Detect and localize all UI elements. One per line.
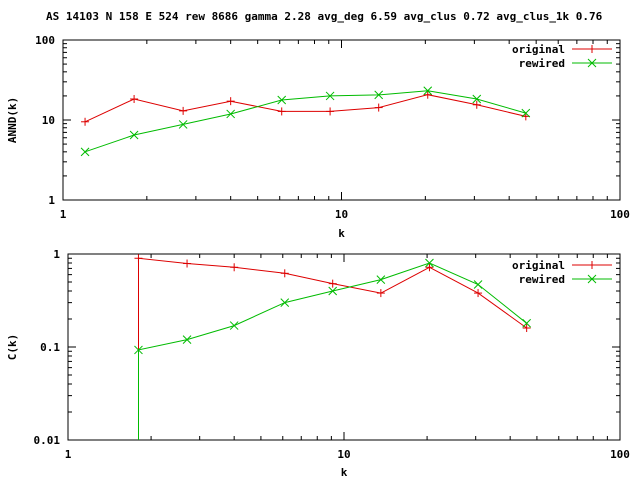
marker-stroke bbox=[328, 286, 338, 296]
data-point-original bbox=[423, 90, 432, 99]
x-axis-label: k bbox=[338, 227, 345, 240]
legend-label-original: original bbox=[512, 43, 565, 56]
x-tick-label: 10 bbox=[335, 208, 348, 221]
data-point-rewired bbox=[374, 90, 384, 100]
data-point-rewired bbox=[473, 280, 483, 289]
data-point-rewired bbox=[521, 108, 531, 118]
marker-stroke bbox=[521, 108, 531, 118]
marker-stroke bbox=[229, 321, 239, 330]
marker-stroke bbox=[473, 280, 483, 289]
marker-stroke bbox=[423, 86, 433, 96]
data-point-rewired bbox=[280, 298, 290, 307]
y-tick-label: 100 bbox=[35, 34, 55, 47]
marker-stroke bbox=[280, 298, 290, 307]
data-point-original bbox=[280, 269, 289, 278]
marker-stroke bbox=[376, 275, 386, 284]
series-line-rewired bbox=[84, 90, 526, 153]
series-line-original bbox=[84, 94, 526, 123]
data-point-original bbox=[522, 324, 531, 333]
x-tick-label: 1 bbox=[65, 448, 72, 461]
marker-stroke bbox=[129, 130, 139, 140]
y-axis-label: ANND(k) bbox=[6, 97, 19, 143]
data-point-rewired bbox=[472, 94, 482, 104]
marker-stroke bbox=[80, 147, 90, 157]
data-point-rewired bbox=[425, 258, 434, 268]
y-tick-label: 10 bbox=[42, 114, 55, 127]
marker-stroke bbox=[425, 258, 434, 268]
x-tick-label: 1 bbox=[60, 208, 67, 221]
marker-stroke bbox=[182, 335, 192, 344]
data-point-original bbox=[472, 100, 481, 109]
data-point-original bbox=[130, 95, 139, 104]
data-point-rewired bbox=[277, 95, 287, 105]
legend-label-rewired: rewired bbox=[519, 57, 565, 70]
x-tick-label: 100 bbox=[610, 208, 630, 221]
y-axis-label: C(k) bbox=[6, 334, 19, 361]
data-point-original bbox=[376, 289, 385, 298]
data-point-rewired bbox=[328, 286, 338, 296]
data-point-original bbox=[179, 106, 188, 115]
data-point-original bbox=[81, 117, 90, 126]
legend-label-original: original bbox=[512, 259, 565, 272]
data-point-original bbox=[226, 97, 235, 106]
data-point-original bbox=[277, 107, 286, 116]
data-point-rewired bbox=[80, 147, 90, 157]
data-point-original bbox=[425, 263, 434, 272]
data-point-rewired bbox=[226, 109, 236, 119]
y-tick-label: 0.1 bbox=[40, 341, 60, 354]
data-point-rewired bbox=[129, 130, 139, 140]
legend-marker-rewired bbox=[587, 58, 597, 68]
data-point-original bbox=[328, 279, 337, 288]
data-point-original bbox=[374, 103, 383, 112]
series-line-original bbox=[138, 257, 527, 440]
data-point-original bbox=[230, 263, 239, 272]
data-point-rewired bbox=[423, 86, 433, 96]
x-axis-label: k bbox=[341, 466, 348, 479]
legend-label-rewired: rewired bbox=[519, 273, 565, 286]
x-tick-label: 100 bbox=[610, 448, 630, 461]
data-point-original bbox=[326, 107, 335, 116]
marker-stroke bbox=[374, 90, 384, 100]
y-tick-label: 0.01 bbox=[34, 434, 61, 447]
data-point-rewired bbox=[325, 91, 335, 101]
data-point-original bbox=[134, 254, 143, 263]
data-point-rewired bbox=[178, 120, 188, 129]
y-tick-label: 1 bbox=[48, 194, 55, 207]
data-point-rewired bbox=[376, 275, 386, 284]
marker-stroke bbox=[522, 318, 532, 328]
data-point-original bbox=[183, 259, 192, 268]
y-tick-label: 1 bbox=[53, 248, 60, 261]
data-point-rewired bbox=[229, 321, 239, 330]
series-line-rewired bbox=[138, 262, 528, 440]
x-tick-label: 10 bbox=[337, 448, 350, 461]
marker-stroke bbox=[325, 91, 335, 101]
marker-stroke bbox=[178, 120, 188, 129]
data-point-rewired bbox=[134, 345, 143, 355]
marker-stroke bbox=[472, 94, 482, 104]
marker-stroke bbox=[134, 345, 143, 355]
data-point-original bbox=[474, 289, 483, 298]
legend-marker-rewired bbox=[587, 274, 597, 284]
marker-stroke bbox=[226, 109, 236, 119]
data-point-rewired bbox=[182, 335, 192, 344]
data-point-rewired bbox=[522, 318, 532, 328]
figure-title: AS 14103 N 158 E 524 rew 8686 gamma 2.28… bbox=[46, 10, 603, 23]
marker-stroke bbox=[277, 95, 287, 105]
